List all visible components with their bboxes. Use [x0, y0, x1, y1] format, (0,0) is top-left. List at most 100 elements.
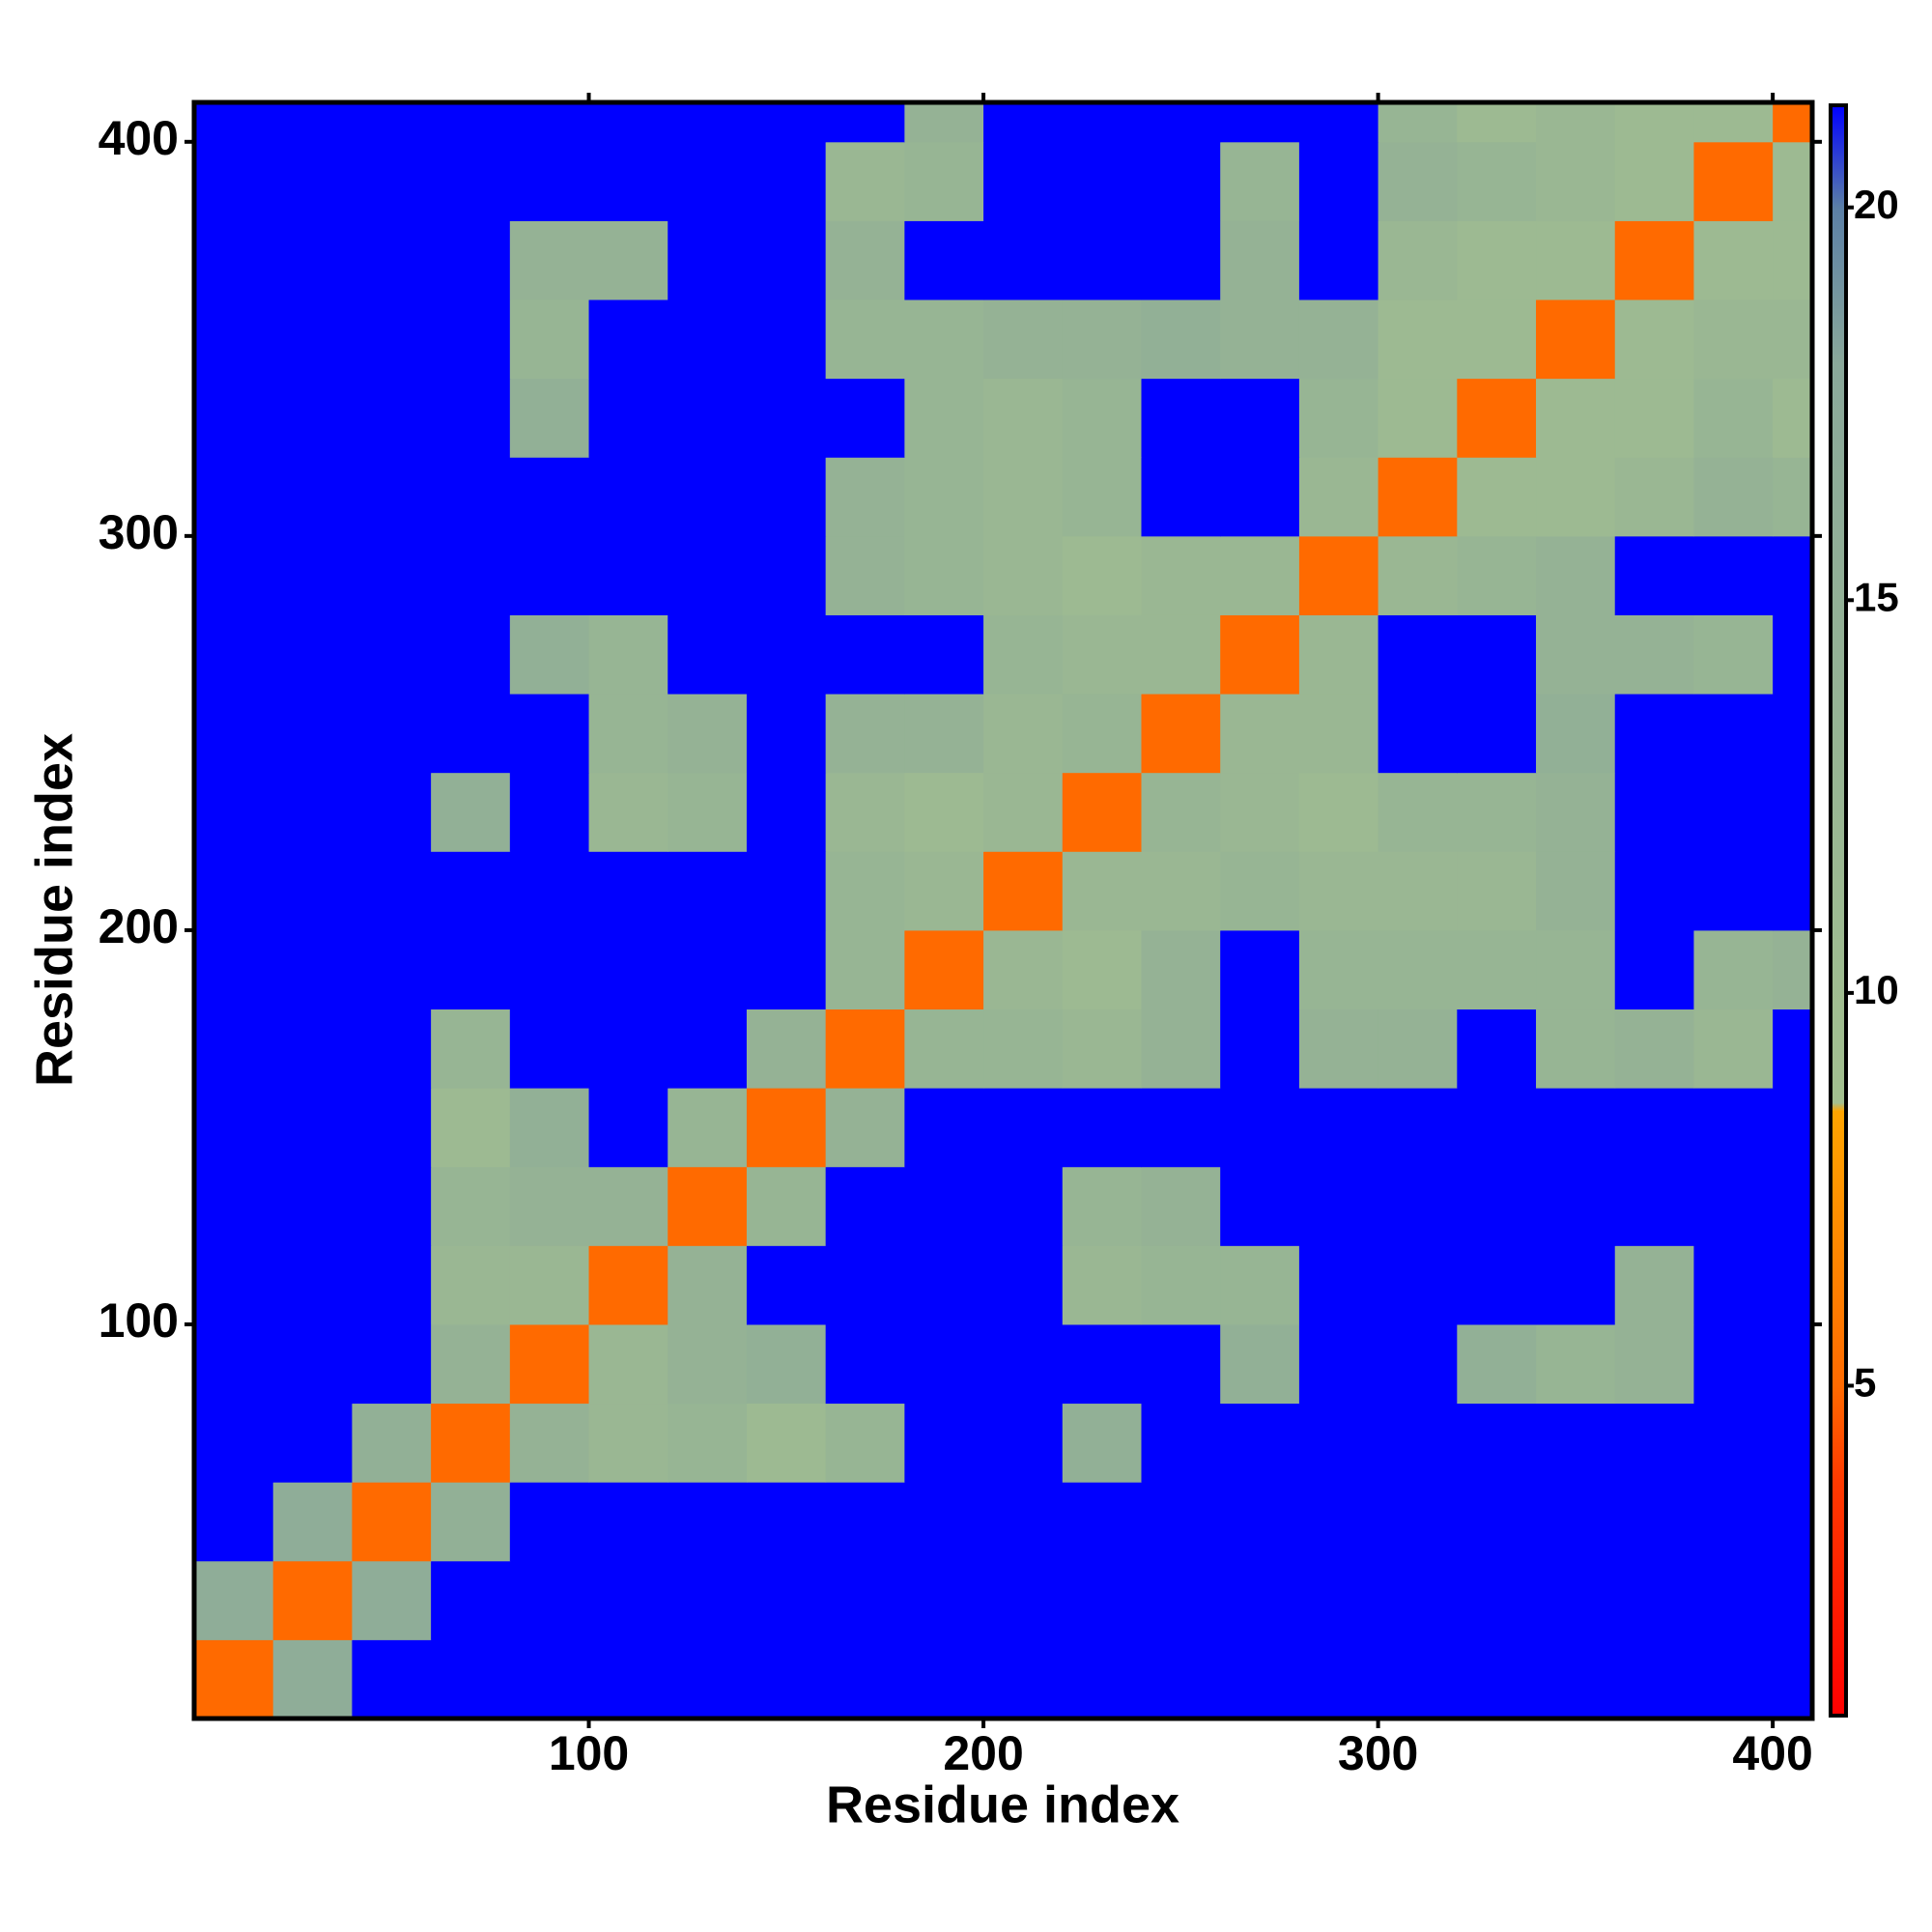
heatmap-cell [1614, 1245, 1694, 1325]
heatmap-cell [1773, 1245, 1813, 1325]
heatmap-cell [1536, 141, 1616, 221]
heatmap-cell [1298, 851, 1379, 931]
heatmap-cell [668, 1482, 748, 1562]
heatmap-cell [272, 378, 353, 458]
colorbar-segment [1831, 364, 1846, 1104]
heatmap-cell [1693, 299, 1774, 380]
heatmap-cell [668, 457, 748, 537]
heatmap-cell [431, 535, 511, 615]
colorbar-segment [1831, 1385, 1846, 1481]
heatmap-cell [431, 1009, 511, 1089]
heatmap-cell [1062, 851, 1142, 931]
heatmap-cell [272, 614, 353, 695]
heatmap [194, 102, 1813, 1719]
heatmap-cell [1457, 1009, 1537, 1089]
heatmap-cell [431, 1482, 511, 1562]
heatmap-cell [1614, 614, 1694, 695]
heatmap-cell [1773, 1482, 1813, 1562]
heatmap-cell [1693, 1560, 1774, 1640]
heatmap-cell [1693, 1245, 1774, 1325]
heatmap-cell [431, 220, 511, 300]
heatmap-cell [1220, 1166, 1300, 1246]
heatmap-cell [509, 220, 590, 300]
heatmap-cell [1062, 694, 1142, 774]
heatmap-cell [1298, 457, 1379, 537]
heatmap-cell [1220, 457, 1300, 537]
heatmap-cell [1614, 220, 1694, 300]
colorbar-frame [1829, 103, 1848, 1718]
heatmap-cell [431, 1403, 511, 1483]
heatmap-cell [272, 220, 353, 300]
heatmap-cell [194, 1639, 274, 1719]
heatmap-cell [904, 851, 984, 931]
heatmap-cell [1457, 378, 1537, 458]
heatmap-cell [272, 1009, 353, 1089]
heatmap-cell [825, 1009, 905, 1089]
heatmap-cell [904, 1403, 984, 1483]
heatmap-cell [1457, 1166, 1537, 1246]
heatmap-cell [983, 1639, 1064, 1719]
heatmap-cell [1378, 851, 1458, 931]
x-tick-label: 100 [549, 1726, 629, 1780]
heatmap-cell [1141, 1245, 1221, 1325]
colorbar-segment [1831, 207, 1846, 365]
heatmap-cell [1614, 851, 1694, 931]
heatmap-cell [1378, 535, 1458, 615]
heatmap-cell [1536, 1560, 1616, 1640]
heatmap-cell [431, 141, 511, 221]
heatmap-cell [746, 457, 827, 537]
heatmap-cell [904, 102, 984, 143]
heatmap-cell [1141, 614, 1221, 695]
heatmap-cell [983, 1245, 1064, 1325]
heatmap-cell [1457, 1639, 1537, 1719]
heatmap-cell [1298, 772, 1379, 852]
heatmap-cell [746, 929, 827, 1010]
heatmap-cell [1614, 1482, 1694, 1562]
heatmap-cell [1693, 1088, 1774, 1168]
heatmap-cell [1536, 299, 1616, 380]
heatmap-cell [983, 535, 1064, 615]
heatmap-cell [1141, 1403, 1221, 1483]
heatmap-cell [1457, 220, 1537, 300]
heatmap-cell [1378, 614, 1458, 695]
heatmap-cell [194, 457, 274, 537]
heatmap-cell [983, 929, 1064, 1010]
heatmap-cell [1220, 1088, 1300, 1168]
heatmap-cell [825, 535, 905, 615]
heatmap-cell [431, 851, 511, 931]
heatmap-cell [272, 1088, 353, 1168]
heatmap-cell [1773, 614, 1813, 695]
heatmap-cell [904, 378, 984, 458]
heatmap-cell [1693, 614, 1774, 695]
heatmap-cell [983, 1088, 1064, 1168]
heatmap-cell [1062, 1560, 1142, 1640]
heatmap-cell [746, 141, 827, 221]
heatmap-cell [1220, 1560, 1300, 1640]
heatmap-cell [1220, 1009, 1300, 1089]
heatmap-cell [983, 299, 1064, 380]
heatmap-cell [272, 141, 353, 221]
heatmap-cell [825, 694, 905, 774]
heatmap-cell [746, 1166, 827, 1246]
heatmap-cell [1457, 851, 1537, 931]
heatmap-cell [1536, 1482, 1616, 1562]
heatmap-cell [746, 1245, 827, 1325]
heatmap-cell [352, 1088, 432, 1168]
heatmap-cell [1298, 1009, 1379, 1089]
heatmap-cell [1536, 929, 1616, 1010]
heatmap-cell [431, 378, 511, 458]
heatmap-cell [825, 299, 905, 380]
heatmap-cell [668, 851, 748, 931]
heatmap-cell [1693, 1482, 1774, 1562]
heatmap-cell [1062, 1009, 1142, 1089]
heatmap-cell [509, 299, 590, 380]
heatmap-cell [1457, 299, 1537, 380]
heatmap-cell [194, 614, 274, 695]
heatmap-cell [1693, 1639, 1774, 1719]
heatmap-cell [1536, 1009, 1616, 1089]
heatmap-cell [746, 220, 827, 300]
heatmap-cell [352, 457, 432, 537]
heatmap-cell [904, 1639, 984, 1719]
heatmap-cell [194, 1166, 274, 1246]
heatmap-cell [825, 1166, 905, 1246]
